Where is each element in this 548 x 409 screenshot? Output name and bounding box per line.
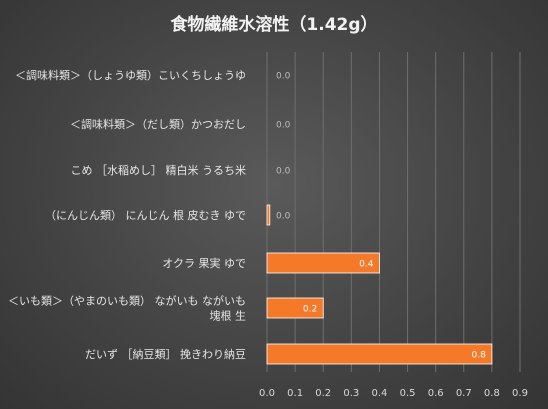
- category-label: （にんじん類） にんじん 根 皮むき ゆで: [45, 208, 246, 222]
- x-tick-label: 0.0: [259, 388, 275, 399]
- x-tick-label: 0.9: [512, 388, 528, 399]
- x-tick-label: 0.5: [400, 388, 416, 399]
- x-tick-label: 0.3: [343, 388, 359, 399]
- category-label: ＜調味料類＞（しょうゆ類）こいくちしょうゆ: [15, 68, 246, 82]
- x-tick-label: 0.4: [371, 388, 387, 399]
- category-label: ＜調味料類＞（だし類）かつおだし: [70, 117, 246, 131]
- data-label: 0.2: [303, 305, 317, 315]
- x-tick-label: 0.8: [484, 388, 500, 399]
- bars: [266, 204, 493, 365]
- x-tick-label: 0.2: [315, 388, 331, 399]
- gridlines: [266, 52, 521, 372]
- bar: [266, 204, 271, 226]
- category-label: だいず ［納豆類］ 挽きわり納豆: [85, 347, 246, 361]
- data-label: 0.0: [276, 167, 291, 177]
- data-label: 0.0: [276, 121, 291, 131]
- data-label: 0.0: [276, 212, 291, 222]
- data-label: 0.8: [472, 351, 487, 361]
- bar: [266, 297, 324, 319]
- x-axis-ticks: 0.0 0.1 0.2 0.3 0.4 0.5 0.6 0.7 0.8 0.9: [259, 388, 528, 399]
- x-tick-label: 0.1: [287, 388, 303, 399]
- category-label: こめ ［水稲めし］ 精白米 うるち米: [71, 163, 247, 177]
- x-tick-label: 0.7: [456, 388, 472, 399]
- data-labels: 0.0 0.0 0.0 0.0 0.4 0.2 0.8: [276, 72, 486, 361]
- bar: [266, 252, 380, 274]
- category-label: オクラ 果実 ゆで: [162, 256, 246, 270]
- data-label: 0.0: [276, 72, 291, 82]
- chart-title: 食物繊維水溶性（1.42g）: [170, 14, 377, 35]
- category-labels: ＜調味料類＞（しょうゆ類）こいくちしょうゆ ＜調味料類＞（だし類）かつおだしこめ …: [8, 68, 246, 361]
- data-label: 0.4: [359, 260, 374, 270]
- bar: [266, 343, 493, 365]
- category-label: ＜いも類＞（やまのいも類） ながいも ながいも塊根 生: [8, 294, 246, 323]
- x-tick-label: 0.6: [428, 388, 444, 399]
